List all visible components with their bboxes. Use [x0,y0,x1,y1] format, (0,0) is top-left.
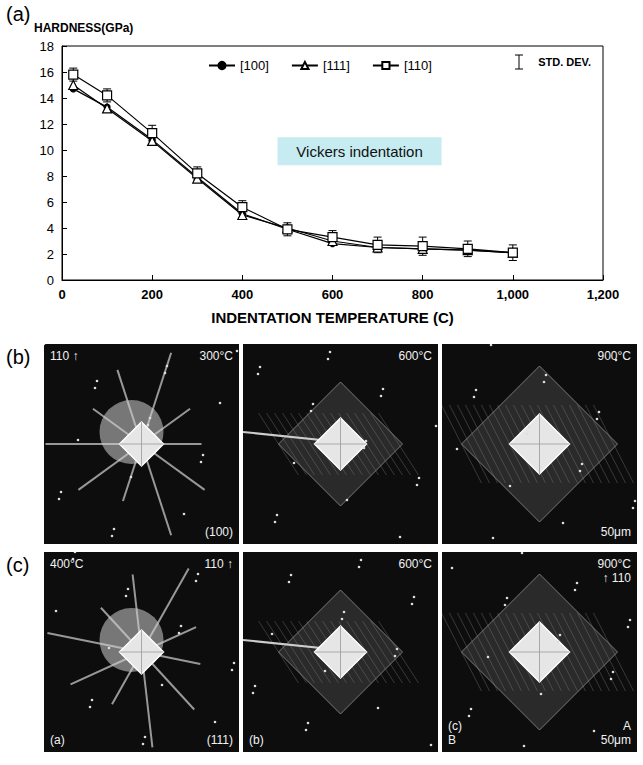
svg-text:4: 4 [47,221,54,236]
svg-text:12: 12 [40,117,54,132]
html-text:50μm: 50μm [600,525,631,539]
html-text:900°C: 900°C [597,349,631,363]
svg-text:INDENTATION TEMPERATURE (C): INDENTATION TEMPERATURE (C) [211,309,453,326]
html-text:(111): (111) [206,733,233,747]
svg-text:16: 16 [40,65,54,80]
html-text:50μm: 50μm [600,733,631,747]
html-text:110 ↑: 110 ↑ [50,349,79,363]
svg-text:[111]: [111] [323,58,350,73]
svg-text:8: 8 [47,169,54,184]
svg-text:18: 18 [40,39,54,54]
html-text:(b): (b) [249,733,264,747]
svg-text:200: 200 [141,287,163,302]
svg-text:HARDNESS(GPa): HARDNESS(GPa) [34,21,133,35]
html-text:B: B [448,733,456,747]
svg-text:0: 0 [58,287,65,302]
svg-text:6: 6 [47,195,54,210]
svg-text:(a): (a) [6,3,30,25]
svg-text:STD. DEV.: STD. DEV. [538,56,591,68]
html-text:(b): (b) [6,346,31,368]
html-text:A: A [623,719,631,733]
svg-text:600: 600 [322,287,344,302]
svg-text:0: 0 [47,273,54,288]
html-text:(a): (a) [50,733,65,747]
svg-text:1,200: 1,200 [587,287,620,302]
svg-text:10: 10 [40,143,54,158]
html-text:300°C: 300°C [199,349,233,363]
svg-text:14: 14 [40,91,54,106]
svg-text:800: 800 [412,287,434,302]
svg-text:[110]: [110] [404,58,432,73]
svg-text:400: 400 [231,287,253,302]
svg-text:[100]: [100] [240,58,269,73]
html-text:600°C: 600°C [398,349,432,363]
html-text:600°C: 600°C [398,557,432,571]
html-text:↑ 110: ↑ 110 [602,571,631,585]
svg-text:Vickers indentation: Vickers indentation [296,143,422,160]
html-text:110 ↑: 110 ↑ [204,557,233,571]
svg-text:1,000: 1,000 [497,287,530,302]
html-text:900°C: 900°C [597,557,631,571]
html-text:400°C: 400°C [50,557,84,571]
svg-text:2: 2 [47,247,54,262]
html-text:(100): (100) [205,525,233,539]
html-text:(c): (c) [6,554,30,576]
html-text:(c): (c) [448,719,462,733]
